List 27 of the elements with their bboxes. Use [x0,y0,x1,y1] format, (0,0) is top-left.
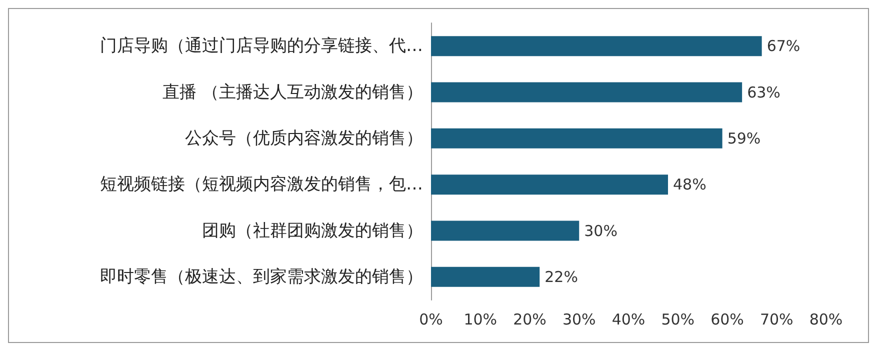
bar [431,266,540,287]
bar [431,220,580,241]
y-tick-label: 公众号（优质内容激发的销售） [185,128,423,148]
data-label: 63% [747,83,780,102]
y-tick-label: 门店导购（通过门店导购的分享链接、代… [100,36,423,56]
x-tick-label: 40% [612,310,646,328]
bar [431,174,668,195]
data-label: 48% [673,176,706,194]
bar [431,128,722,148]
y-tick-label: 团购（社群团购激发的销售） [202,220,423,241]
bar [431,36,762,56]
y-tick-label: 短视频链接（短视频内容激发的销售，包… [100,174,423,195]
data-label: 67% [766,37,800,56]
data-label: 30% [584,222,618,240]
bar [431,82,742,102]
data-label: 22% [544,268,578,286]
y-tick-label: 即时零售（极速达、到家需求激发的销售） [100,266,423,287]
x-tick-label: 0% [419,310,443,328]
y-tick-label: 直播 （主播达人互动激发的销售） [162,82,423,102]
x-tick-label: 30% [562,310,596,328]
data-label: 59% [727,129,761,148]
x-tick-label: 20% [513,310,546,328]
x-tick-label: 80% [809,310,843,328]
x-tick-label: 70% [760,310,794,328]
x-tick-label: 50% [661,310,695,328]
x-tick-label: 10% [464,310,498,328]
x-tick-label: 60% [710,310,744,328]
